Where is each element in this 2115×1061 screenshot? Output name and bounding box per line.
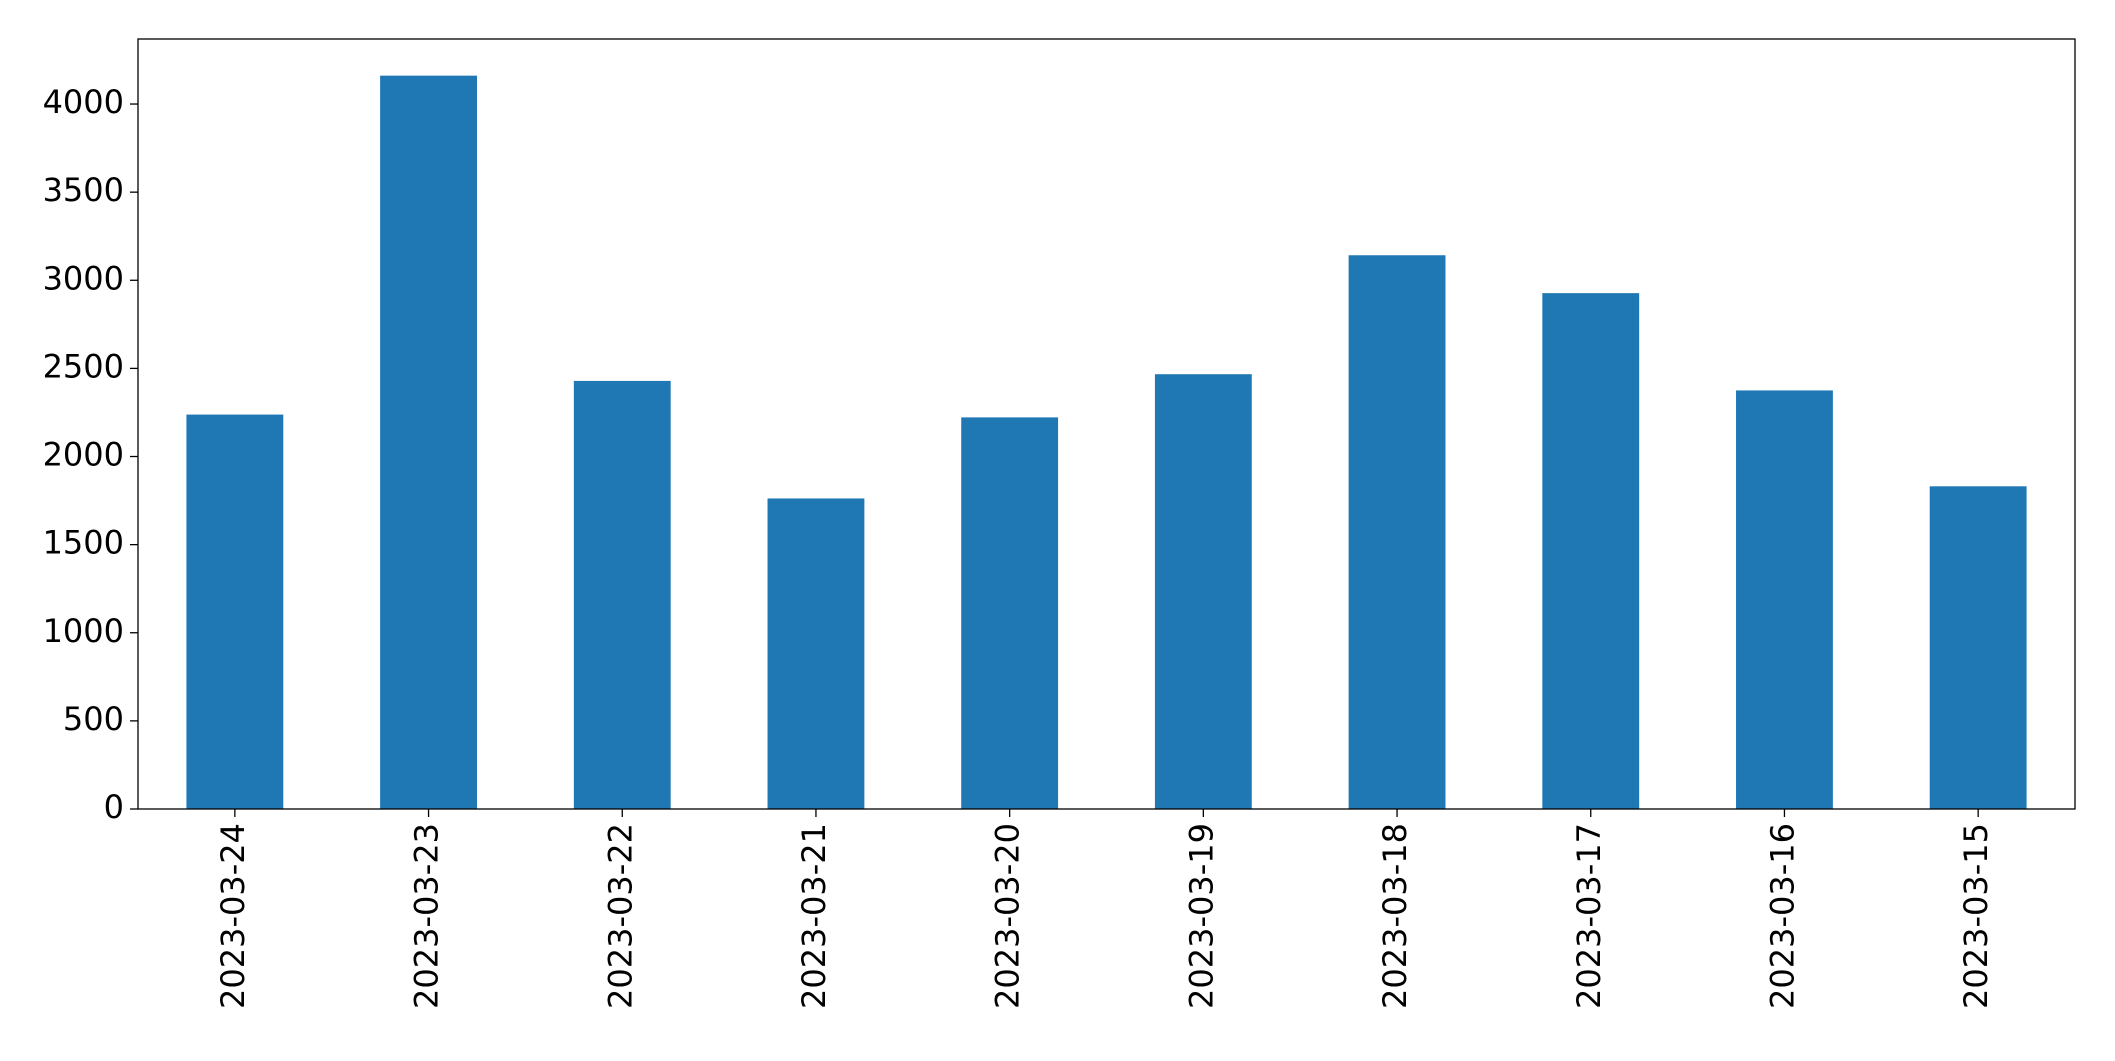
bar bbox=[1929, 486, 2027, 809]
x-tick-label: 2023-03-17 bbox=[1570, 823, 1608, 1009]
bar bbox=[573, 380, 671, 809]
y-tick-label: 4000 bbox=[43, 83, 124, 121]
bar bbox=[961, 417, 1059, 809]
y-tick-label: 3500 bbox=[43, 171, 124, 209]
bar bbox=[380, 75, 477, 810]
y-tick-label: 0 bbox=[104, 788, 124, 826]
y-tick-label: 500 bbox=[63, 700, 124, 738]
x-tick-label: 2023-03-16 bbox=[1763, 823, 1801, 1009]
x-tick-label: 2023-03-20 bbox=[989, 823, 1027, 1009]
x-tick-label: 2023-03-15 bbox=[1957, 823, 1995, 1009]
bar bbox=[1542, 293, 1640, 810]
y-tick-label: 2000 bbox=[43, 436, 124, 474]
x-tick-label: 2023-03-23 bbox=[408, 823, 446, 1009]
x-tick-label: 2023-03-24 bbox=[214, 823, 252, 1009]
x-tick-label: 2023-03-21 bbox=[795, 823, 833, 1009]
plot-frame bbox=[137, 38, 2076, 810]
bar bbox=[1348, 255, 1446, 810]
y-tick-label: 3000 bbox=[43, 259, 124, 297]
y-tick-label: 2500 bbox=[43, 347, 124, 385]
bar bbox=[186, 414, 284, 809]
x-tick-label: 2023-03-19 bbox=[1182, 823, 1220, 1009]
y-tick-label: 1000 bbox=[43, 612, 124, 650]
x-tick-label: 2023-03-18 bbox=[1376, 823, 1414, 1009]
bar bbox=[767, 498, 865, 809]
x-tick-label: 2023-03-22 bbox=[601, 823, 639, 1009]
y-tick-label: 1500 bbox=[43, 524, 124, 562]
bar bbox=[1154, 374, 1252, 809]
bar bbox=[1736, 390, 1833, 809]
